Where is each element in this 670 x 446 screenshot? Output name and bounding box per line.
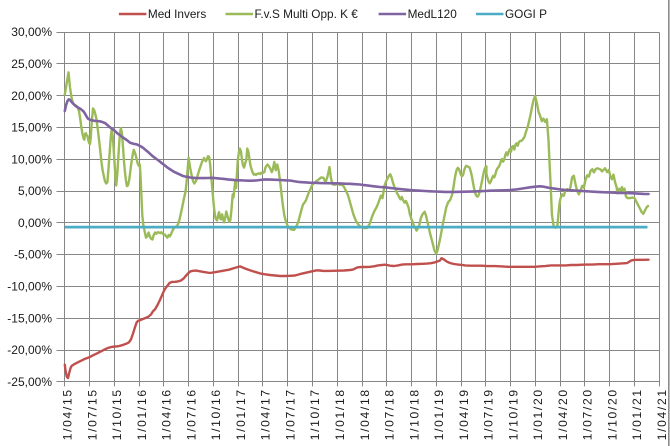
svg-text:GOGI P: GOGI P bbox=[505, 7, 547, 21]
svg-text:1/01/21: 1/01/21 bbox=[630, 388, 644, 440]
svg-text:1/01/16: 1/01/16 bbox=[135, 388, 149, 440]
svg-text:10,00%: 10,00% bbox=[11, 152, 52, 166]
svg-text:1/10/20: 1/10/20 bbox=[605, 388, 619, 440]
svg-text:5,00%: 5,00% bbox=[18, 184, 52, 198]
svg-text:-5,00%: -5,00% bbox=[14, 248, 52, 262]
svg-text:1/07/20: 1/07/20 bbox=[581, 388, 595, 440]
svg-text:Med Invers: Med Invers bbox=[148, 7, 206, 21]
svg-text:1/04/18: 1/04/18 bbox=[358, 388, 372, 440]
svg-text:1/04/17: 1/04/17 bbox=[259, 388, 273, 440]
svg-text:1/04/20: 1/04/20 bbox=[556, 388, 570, 440]
svg-text:1/10/16: 1/10/16 bbox=[209, 388, 223, 440]
svg-text:1/07/16: 1/07/16 bbox=[184, 388, 198, 440]
svg-text:0,00%: 0,00% bbox=[18, 216, 52, 230]
svg-text:1/04/16: 1/04/16 bbox=[160, 388, 174, 440]
svg-text:1/04/15: 1/04/15 bbox=[60, 388, 74, 440]
svg-text:F.v.S Multi Opp. K €: F.v.S Multi Opp. K € bbox=[255, 7, 359, 21]
svg-text:-10,00%: -10,00% bbox=[7, 280, 52, 294]
svg-text:1/07/19: 1/07/19 bbox=[482, 388, 496, 440]
svg-text:20,00%: 20,00% bbox=[11, 89, 52, 103]
svg-text:-15,00%: -15,00% bbox=[7, 311, 52, 325]
svg-text:25,00%: 25,00% bbox=[11, 57, 52, 71]
svg-text:1/01/17: 1/01/17 bbox=[234, 388, 248, 440]
svg-text:30,00%: 30,00% bbox=[11, 25, 52, 39]
svg-text:1/04/19: 1/04/19 bbox=[457, 388, 471, 440]
svg-text:1/10/15: 1/10/15 bbox=[110, 388, 124, 440]
svg-text:1/10/19: 1/10/19 bbox=[506, 388, 520, 440]
svg-text:1/01/19: 1/01/19 bbox=[432, 388, 446, 440]
svg-text:15,00%: 15,00% bbox=[11, 121, 52, 135]
svg-text:1/01/20: 1/01/20 bbox=[531, 388, 545, 440]
svg-text:-20,00%: -20,00% bbox=[7, 343, 52, 357]
svg-text:-25,00%: -25,00% bbox=[7, 375, 52, 389]
svg-text:1/07/17: 1/07/17 bbox=[283, 388, 297, 440]
svg-text:MedL120: MedL120 bbox=[408, 7, 458, 21]
svg-text:1/07/15: 1/07/15 bbox=[85, 388, 99, 440]
svg-text:1/07/18: 1/07/18 bbox=[382, 388, 396, 440]
svg-text:1/10/18: 1/10/18 bbox=[407, 388, 421, 440]
svg-text:1/04/21: 1/04/21 bbox=[655, 388, 669, 440]
svg-text:1/01/18: 1/01/18 bbox=[333, 388, 347, 440]
svg-text:1/10/17: 1/10/17 bbox=[308, 388, 322, 440]
